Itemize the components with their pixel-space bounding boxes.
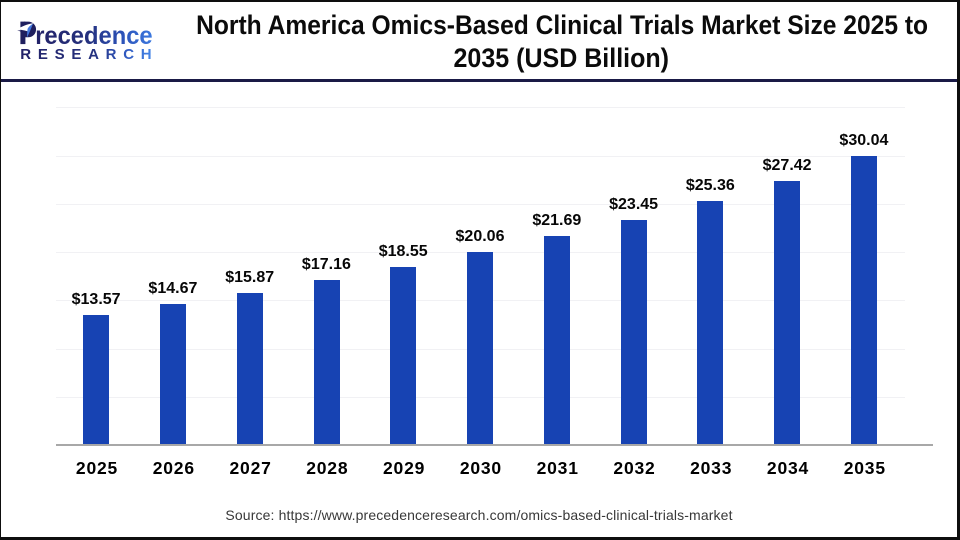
svg-text:2035 (USD Billion): 2035 (USD Billion) (454, 43, 670, 73)
svg-text:recedence: recedence (35, 22, 152, 50)
svg-text:North America Omics-Based Clin: North America Omics-Based Clinical Trial… (196, 10, 928, 40)
